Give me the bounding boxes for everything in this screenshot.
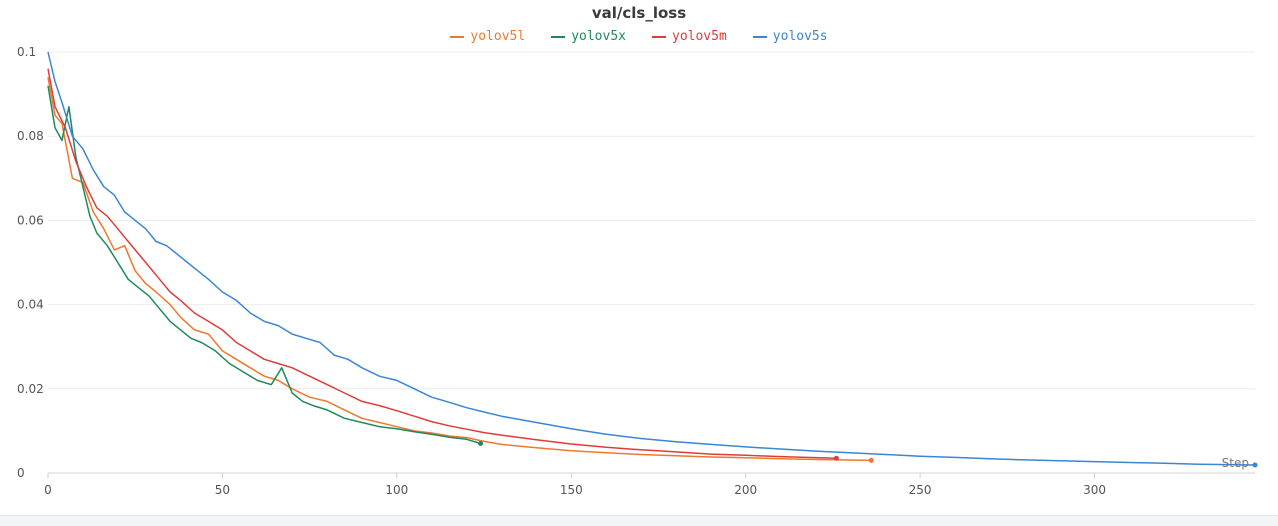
- chart-title: val/cls_loss: [591, 4, 687, 22]
- y-tick-label: 0.04: [17, 298, 44, 312]
- legend-label: yolov5x: [571, 29, 626, 44]
- legend-label: yolov5m: [672, 29, 727, 44]
- legend-swatch-yolov5x: [551, 35, 566, 38]
- axes: 0 0.02 0.04 0.06 0.08 0.1 0 50 100 150 200 250 300: [17, 45, 1255, 497]
- y-tick-label: 0.06: [17, 213, 44, 227]
- series-line-yolov5x[interactable]: [47, 85, 481, 445]
- legend: yolov5l yolov5x yolov5m yolov5s: [0, 29, 1278, 44]
- x-tick-label: 300: [1083, 483, 1106, 497]
- legend-item-yolov5x[interactable]: yolov5x: [551, 29, 626, 44]
- footer-bar: [0, 515, 1278, 526]
- y-tick-label: 0.1: [17, 45, 36, 59]
- x-axis-label: Step: [1222, 456, 1249, 470]
- x-tick-label: 150: [560, 483, 583, 497]
- series-end-marker-yolov5s: [1252, 462, 1258, 468]
- grid-lines: [48, 51, 1255, 390]
- legend-item-yolov5l[interactable]: yolov5l: [450, 29, 525, 44]
- y-tick-label: 0.02: [17, 382, 44, 396]
- legend-item-yolov5m[interactable]: yolov5m: [652, 29, 727, 44]
- series-end-marker-yolov5m: [833, 455, 839, 461]
- y-tick-label: 0: [17, 466, 25, 480]
- x-tick-label: 100: [385, 483, 408, 497]
- x-tick-label: 0: [44, 483, 52, 497]
- x-tick-label: 250: [909, 483, 932, 497]
- x-tick-label: 200: [734, 483, 757, 497]
- y-tick-label: 0.08: [17, 129, 44, 143]
- legend-swatch-yolov5m: [652, 35, 666, 38]
- legend-label: yolov5l: [470, 29, 526, 44]
- series-end-marker-yolov5x: [478, 441, 484, 447]
- legend-swatch-yolov5l: [450, 35, 465, 38]
- series-end-marker-yolov5l: [868, 457, 874, 463]
- series-line-yolov5m[interactable]: [47, 68, 837, 460]
- series-line-yolov5l[interactable]: [47, 77, 872, 462]
- legend-swatch-yolov5s: [752, 35, 767, 38]
- legend-label: yolov5s: [772, 29, 828, 44]
- x-tick-label: 50: [215, 483, 230, 497]
- series-lines: [47, 51, 1258, 468]
- line-chart[interactable]: 0 0.02 0.04 0.06 0.08 0.1 0 50 100 150 200 250 300 S…: [0, 0, 1278, 515]
- series-line-yolov5s[interactable]: [47, 51, 1256, 466]
- legend-item-yolov5s[interactable]: yolov5s: [752, 29, 828, 44]
